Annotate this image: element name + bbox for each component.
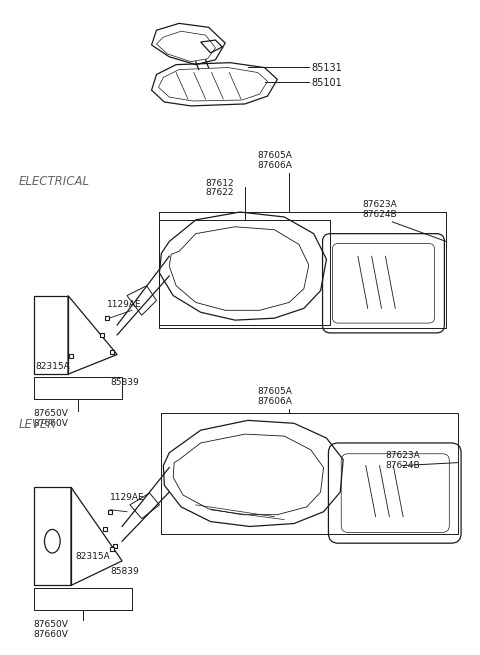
Text: 87622: 87622	[205, 189, 234, 197]
Text: 87624B: 87624B	[363, 210, 397, 219]
Text: 87624B: 87624B	[385, 460, 420, 470]
Text: 87650V: 87650V	[34, 620, 69, 629]
Text: 82315A: 82315A	[36, 362, 71, 371]
Text: 87650V: 87650V	[34, 409, 69, 419]
Text: 85131: 85131	[312, 63, 343, 73]
Text: 87605A: 87605A	[258, 387, 293, 396]
Text: 87660V: 87660V	[34, 419, 69, 428]
Text: 1129AE: 1129AE	[108, 301, 142, 309]
Text: 87606A: 87606A	[258, 161, 293, 170]
Text: 85101: 85101	[312, 79, 343, 88]
Text: 87606A: 87606A	[258, 397, 293, 405]
Text: 85839: 85839	[110, 378, 139, 387]
Text: 87660V: 87660V	[34, 629, 69, 639]
Text: LEVER: LEVER	[19, 419, 56, 431]
Text: 1129AE: 1129AE	[110, 493, 145, 502]
Text: 87605A: 87605A	[258, 151, 293, 160]
Text: 85839: 85839	[110, 567, 139, 576]
Text: 87612: 87612	[205, 179, 234, 187]
Text: 87623A: 87623A	[385, 451, 420, 460]
Text: 82315A: 82315A	[75, 552, 109, 561]
Text: 87623A: 87623A	[363, 200, 397, 209]
Text: ELECTRICAL: ELECTRICAL	[19, 174, 90, 187]
